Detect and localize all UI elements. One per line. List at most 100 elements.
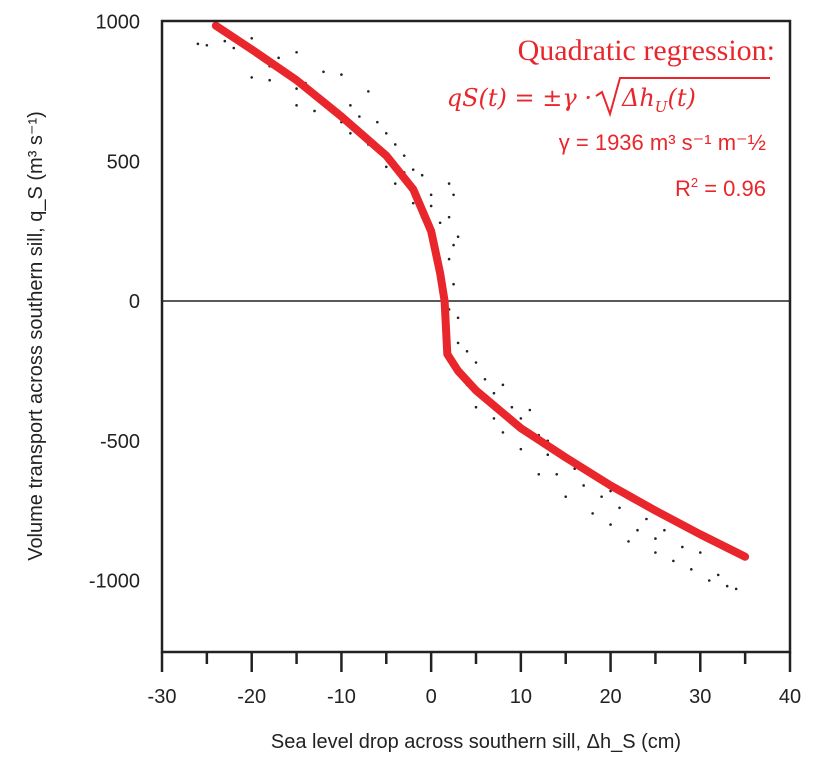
data-point	[376, 120, 379, 124]
data-point	[447, 257, 451, 261]
y-axis: 1000 500 0 -500 -1000	[89, 12, 140, 593]
data-point	[734, 587, 738, 591]
data-point	[501, 431, 505, 434]
data-point	[537, 472, 541, 476]
y-tick-label: 500	[107, 151, 140, 173]
data-point	[447, 215, 451, 219]
data-point	[618, 506, 621, 510]
data-point	[645, 517, 648, 521]
data-point	[681, 545, 684, 549]
data-point	[295, 87, 298, 90]
data-point	[393, 143, 397, 146]
data-point	[582, 484, 585, 487]
data-point	[492, 417, 496, 420]
y-tick-label: 0	[129, 291, 140, 313]
data-point	[367, 90, 370, 93]
data-point	[564, 495, 568, 498]
data-point	[295, 104, 298, 107]
data-point	[268, 78, 271, 82]
annotation-title: Quadratic regression:	[518, 34, 775, 67]
data-point	[725, 584, 729, 588]
x-tick-label: 10	[510, 686, 532, 708]
data-point	[295, 50, 298, 54]
y-tick-label: 1000	[96, 12, 141, 34]
data-point	[465, 350, 469, 353]
x-tick-label: 0	[426, 686, 437, 708]
data-point	[393, 182, 397, 185]
annotation-formula-lhs: qS(t) = ±γ ·	[447, 84, 592, 112]
data-point	[223, 39, 227, 43]
data-point	[636, 528, 639, 532]
data-point	[358, 115, 361, 118]
data-point	[411, 201, 415, 205]
data-point	[483, 377, 487, 381]
data-point	[452, 193, 455, 197]
y-tick-label: -1000	[89, 571, 140, 593]
annotation-formula-tail: (t)	[667, 84, 695, 112]
annotation-r2: R2 = 0.96	[675, 175, 766, 201]
data-point	[340, 73, 343, 76]
data-point	[429, 193, 433, 197]
x-tick-label: 30	[689, 686, 711, 708]
x-tick-label: 40	[779, 686, 801, 708]
x-axis: -30 -20 -10 0 10 20 30 40	[148, 652, 801, 708]
data-point	[456, 341, 460, 345]
data-point	[663, 528, 666, 532]
data-point	[349, 132, 352, 135]
data-point	[250, 36, 254, 40]
annotation-gamma: γ = 1936 m³ s⁻¹ m⁻½	[559, 130, 766, 155]
data-point	[452, 282, 455, 286]
regression-line	[211, 21, 750, 561]
annotation-formula-rhs: Δh	[621, 84, 655, 112]
data-point	[546, 453, 550, 457]
y-tick-label: -500	[100, 431, 140, 453]
data-point	[528, 408, 532, 412]
plot-frame	[160, 19, 792, 654]
data-point	[627, 540, 630, 543]
y-axis-label: Volume transport across southern sill, q…	[25, 111, 47, 561]
data-point	[501, 383, 505, 387]
data-point	[492, 391, 496, 395]
data-point	[438, 221, 442, 225]
data-point	[447, 182, 451, 185]
x-tick-label: 20	[599, 686, 621, 708]
data-point	[654, 551, 657, 554]
data-point	[654, 537, 657, 540]
data-point	[349, 104, 352, 107]
annotation: Quadratic regression: qS(t) = ±γ · ΔhU(t…	[447, 34, 775, 201]
x-tick-label: -20	[237, 686, 266, 708]
svg-text:ΔhU(t): ΔhU(t)	[621, 84, 696, 116]
data-point	[716, 573, 720, 577]
data-point	[510, 405, 514, 409]
data-point	[384, 165, 388, 169]
data-point	[519, 447, 523, 451]
data-point	[277, 56, 280, 60]
data-point	[707, 579, 711, 582]
data-point	[420, 173, 424, 177]
data-point	[452, 243, 455, 247]
data-point	[232, 46, 236, 50]
data-point	[672, 559, 675, 563]
data-point	[600, 495, 603, 498]
data-point	[474, 405, 478, 409]
x-tick-label: -10	[327, 686, 356, 708]
x-axis-label: Sea level drop across southern sill, Δh_…	[271, 731, 681, 753]
data-point	[322, 70, 325, 74]
data-point	[411, 168, 415, 171]
data-point	[591, 512, 594, 515]
data-point	[313, 109, 316, 113]
data-point	[384, 132, 388, 135]
data-point	[205, 43, 209, 47]
data-point	[456, 316, 460, 320]
x-tick-label: -30	[148, 686, 177, 708]
data-point	[250, 76, 254, 79]
sqrt-icon	[595, 77, 770, 118]
data-point	[690, 568, 693, 571]
data-point	[196, 42, 200, 46]
data-point	[698, 551, 702, 554]
data-point	[555, 472, 559, 476]
annotation-formula-sub: U	[655, 98, 669, 116]
data-point	[429, 204, 433, 208]
data-point	[402, 154, 406, 157]
